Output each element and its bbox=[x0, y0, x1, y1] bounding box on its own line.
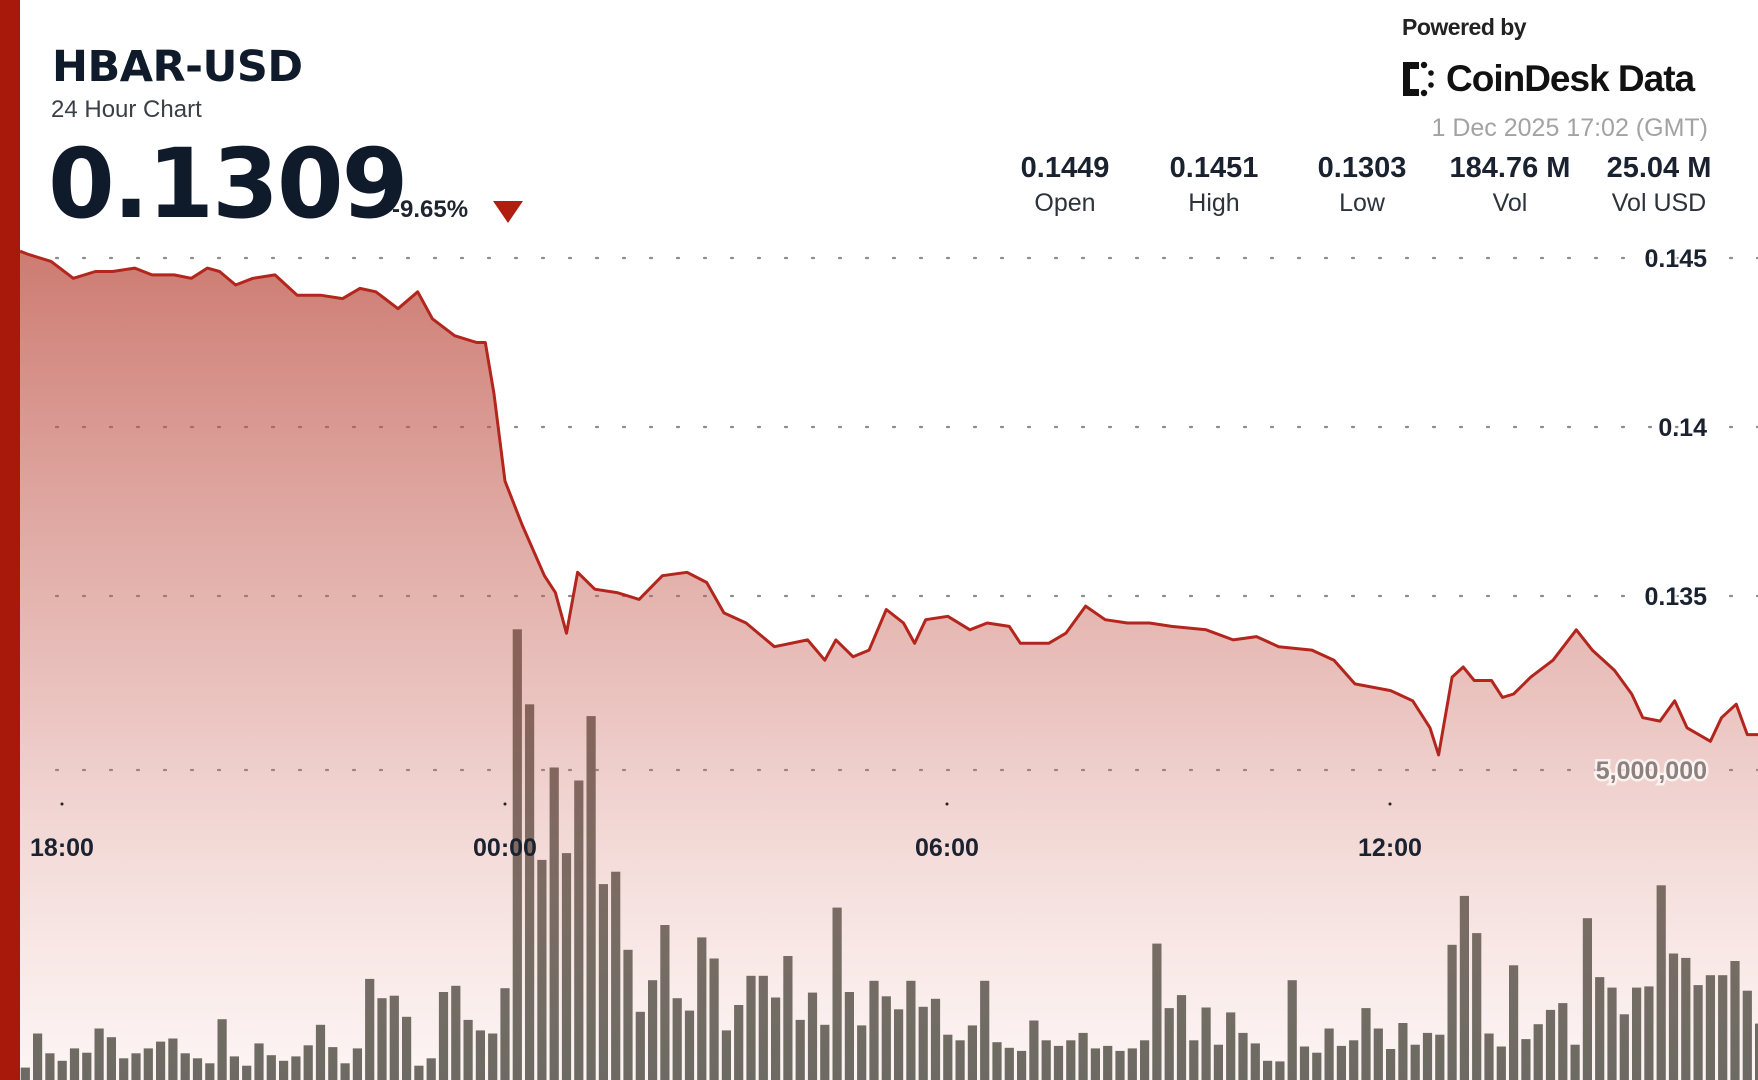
stat-vol: 184.76 M Vol bbox=[1435, 152, 1585, 218]
stat-vol-usd: 25.04 M Vol USD bbox=[1584, 152, 1734, 218]
timestamp: 1 Dec 2025 17:02 (GMT) bbox=[1431, 114, 1708, 142]
x-tick-label: 12:00 bbox=[1358, 834, 1422, 862]
pair-title: HBAR-USD bbox=[52, 42, 303, 92]
chart-subtitle: 24 Hour Chart bbox=[51, 96, 202, 123]
coindesk-data-logo: CoinDesk Data bbox=[1400, 58, 1695, 100]
x-tick-mark bbox=[945, 802, 949, 806]
y-tick-label: 0.145 bbox=[1644, 245, 1707, 273]
stat-high: 0.1451 High bbox=[1139, 152, 1289, 218]
stat-low: 0.1303 Low bbox=[1287, 152, 1437, 218]
x-tick-mark bbox=[60, 802, 64, 806]
y-axis: 0.145 0.14 0.135 5,000,000 bbox=[1593, 243, 1709, 788]
x-axis: 18:00 00:00 06:00 12:00 bbox=[30, 802, 1422, 862]
stat-open: 0.1449 Open bbox=[990, 152, 1140, 218]
stat-value: 0.1303 bbox=[1317, 152, 1407, 184]
powered-by: Powered by bbox=[1402, 14, 1527, 40]
y-tick-label: 0.135 bbox=[1644, 583, 1707, 611]
x-tick-mark bbox=[1388, 802, 1392, 806]
x-tick-label: 18:00 bbox=[30, 834, 94, 862]
stat-label: Low bbox=[1339, 189, 1385, 217]
stat-label: Vol bbox=[1492, 189, 1528, 217]
triangle-down-icon bbox=[493, 201, 523, 223]
coindesk-logo-icon bbox=[1403, 61, 1434, 97]
price-line bbox=[19, 249, 1758, 757]
volume-tick-label: 5,000,000 bbox=[1596, 757, 1707, 785]
accent-bar bbox=[0, 0, 20, 1080]
logo-text: CoinDesk Data bbox=[1446, 58, 1695, 99]
stat-value: 0.1451 bbox=[1169, 152, 1259, 184]
stat-label: Open bbox=[1034, 189, 1096, 217]
x-tick-mark bbox=[503, 802, 507, 806]
current-price: 0.1309 bbox=[48, 128, 408, 240]
x-tick-label: 06:00 bbox=[915, 834, 979, 862]
y-tick-label: 0.14 bbox=[1658, 414, 1707, 442]
price-change: -9.65% bbox=[392, 196, 469, 223]
stat-label: Vol USD bbox=[1611, 189, 1707, 217]
price-area bbox=[20, 251, 1758, 1080]
stat-value: 25.04 M bbox=[1606, 152, 1712, 184]
stat-label: High bbox=[1188, 189, 1240, 217]
stat-value: 0.1449 bbox=[1020, 152, 1110, 184]
x-tick-label: 00:00 bbox=[473, 834, 537, 862]
stat-value: 184.76 M bbox=[1449, 152, 1571, 184]
